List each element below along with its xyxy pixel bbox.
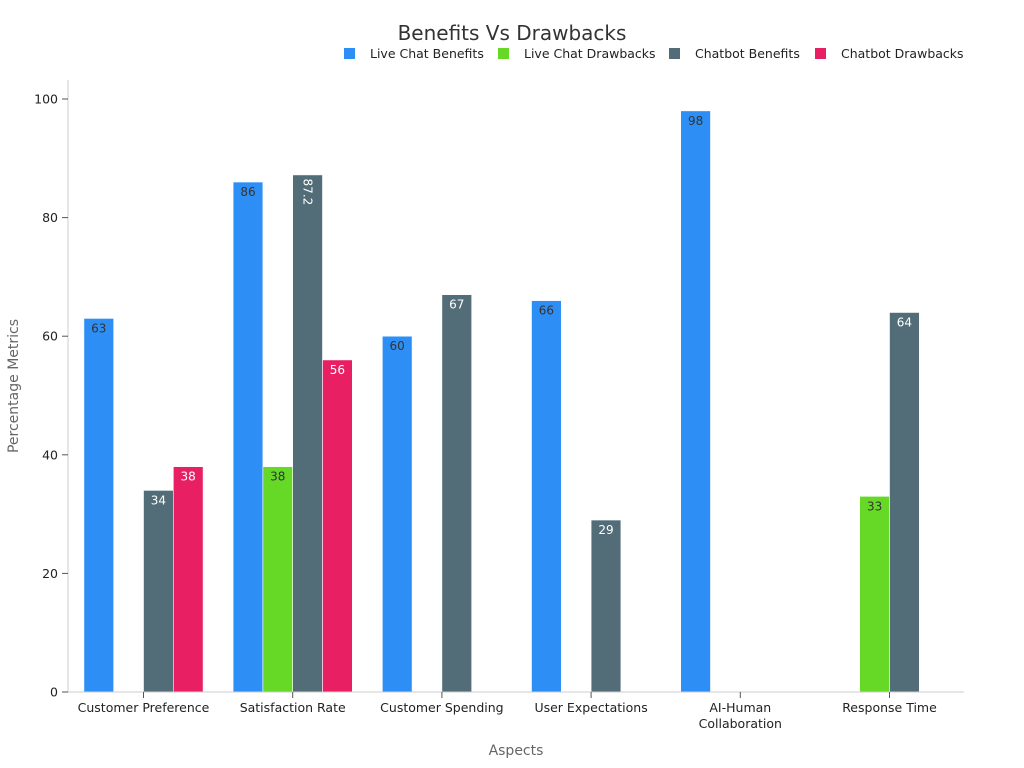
x-tick-label-user-expectations: User Expectations xyxy=(534,700,647,715)
bar-label-live-chat-benefits-ai-human-collaboration: 98 xyxy=(688,114,703,128)
bar-chatbot-benefits-customer-preference xyxy=(143,490,174,693)
bar-label-live-chat-drawbacks-satisfaction-rate: 38 xyxy=(270,470,285,484)
x-ticks-group: Customer Preference Satisfaction Rate Cust… xyxy=(78,692,937,731)
x-tick-label-customer-spending: Customer Spending xyxy=(380,700,503,715)
bar-label-chatbot-drawbacks-satisfaction-rate: 56 xyxy=(330,363,345,377)
bar-label-chatbot-benefits-response-time: 64 xyxy=(897,315,912,329)
bar-chatbot-benefits-response-time xyxy=(889,312,920,693)
bar-live-chat-benefits-customer-spending xyxy=(381,335,413,693)
x-tick-label-ai-human-collaboration-line-2: Collaboration xyxy=(699,716,782,731)
bar-labels-group: 63 86 60 66 98 38 33 34 87.2 67 29 64 38 56 xyxy=(91,114,912,537)
bar-live-chat-benefits-user-expectations xyxy=(531,300,562,693)
bar-label-chatbot-drawbacks-customer-preference: 38 xyxy=(181,470,196,484)
bar-label-chatbot-benefits-customer-spending: 67 xyxy=(449,298,464,312)
bar-label-live-chat-benefits-user-expectations: 66 xyxy=(539,304,554,318)
x-tick-label-response-time: Response Time xyxy=(842,700,937,715)
chart-title: Benefits Vs Drawbacks xyxy=(398,21,627,45)
axes-group xyxy=(67,80,964,693)
y-tick-label-80: 80 xyxy=(42,210,58,225)
bar-label-chatbot-benefits-user-expectations: 29 xyxy=(598,523,613,537)
legend: Live Chat Benefits Live Chat Drawbacks Cha… xyxy=(344,46,964,61)
bar-chatbot-benefits-user-expectations xyxy=(590,519,622,693)
legend-label-live-chat-drawbacks: Live Chat Drawbacks xyxy=(524,46,656,61)
x-axis-title: Aspects xyxy=(489,743,544,759)
y-axis-title: Percentage Metrics xyxy=(6,319,22,453)
x-tick-label-ai-human-collaboration-line-1: AI-Human xyxy=(709,700,771,715)
bar-chatbot-benefits-customer-spending xyxy=(441,294,472,693)
legend-swatch-chatbot-drawbacks xyxy=(815,48,826,59)
x-tick-label-satisfaction-rate: Satisfaction Rate xyxy=(240,700,346,715)
legend-label-live-chat-benefits: Live Chat Benefits xyxy=(370,46,484,61)
y-ticks-group: 0 20 40 60 80 100 xyxy=(34,92,68,700)
legend-swatch-live-chat-drawbacks xyxy=(498,48,509,59)
legend-swatch-live-chat-benefits xyxy=(344,48,355,59)
bar-chatbot-drawbacks-customer-preference xyxy=(173,466,204,693)
bar-live-chat-drawbacks-response-time xyxy=(859,496,890,693)
bar-live-chat-benefits-satisfaction-rate xyxy=(232,181,264,693)
bar-label-live-chat-benefits-customer-preference: 63 xyxy=(91,321,106,335)
bar-live-chat-drawbacks-satisfaction-rate xyxy=(262,466,293,693)
bar-label-chatbot-benefits-customer-preference: 34 xyxy=(151,493,166,507)
y-tick-label-20: 20 xyxy=(42,566,58,581)
x-tick-label-customer-preference: Customer Preference xyxy=(78,700,210,715)
bar-label-chatbot-benefits-satisfaction-rate: 87.2 xyxy=(301,179,315,206)
bars-group xyxy=(83,110,920,693)
bar-live-chat-benefits-ai-human-collaboration xyxy=(680,110,711,693)
y-tick-label-100: 100 xyxy=(34,92,58,107)
legend-label-chatbot-benefits: Chatbot Benefits xyxy=(695,46,800,61)
y-tick-label-60: 60 xyxy=(42,329,58,344)
legend-swatch-chatbot-benefits xyxy=(669,48,680,59)
bar-label-live-chat-drawbacks-response-time: 33 xyxy=(867,499,882,513)
legend-label-chatbot-drawbacks: Chatbot Drawbacks xyxy=(841,46,964,61)
bar-chatbot-benefits-satisfaction-rate xyxy=(292,174,323,693)
y-tick-label-0: 0 xyxy=(50,685,58,700)
bar-label-live-chat-benefits-customer-spending: 60 xyxy=(390,339,405,353)
bar-label-live-chat-benefits-satisfaction-rate: 86 xyxy=(240,185,255,199)
bar-live-chat-benefits-customer-preference xyxy=(83,318,115,693)
bar-chatbot-drawbacks-satisfaction-rate xyxy=(322,359,353,693)
y-tick-label-40: 40 xyxy=(42,447,58,462)
